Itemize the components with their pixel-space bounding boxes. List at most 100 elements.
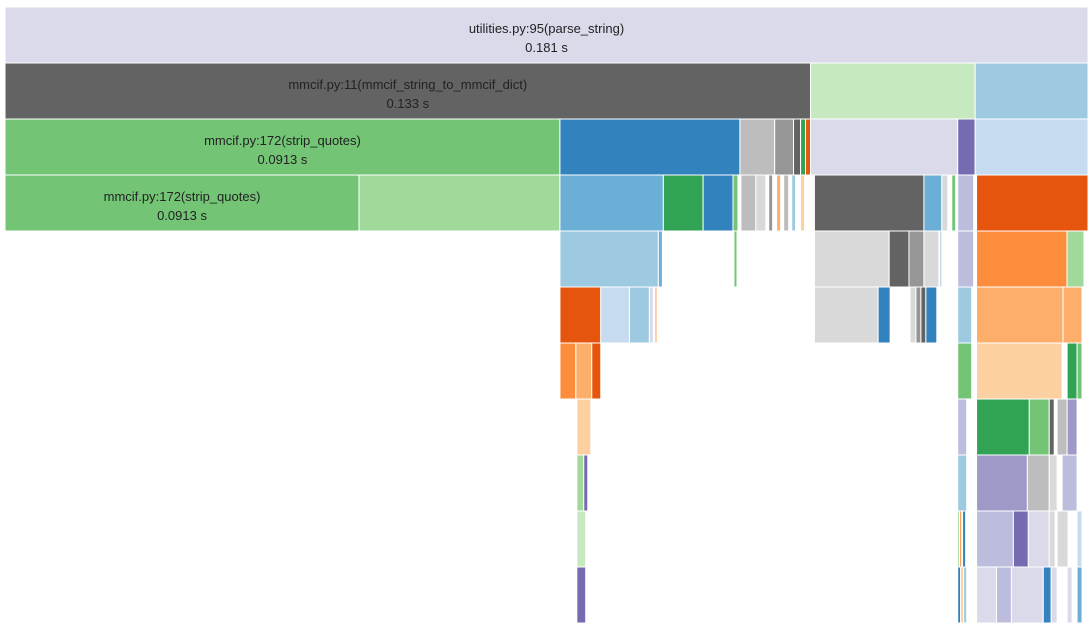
- flame-block[interactable]: [576, 566, 587, 624]
- flame-block[interactable]: [1012, 510, 1029, 568]
- flame-block-rect[interactable]: [791, 174, 797, 232]
- flame-block[interactable]: [740, 174, 757, 232]
- flame-block-labeled[interactable]: mmcif.py:172(strip_quotes) 0.0913 s: [4, 118, 561, 176]
- flame-block-rect[interactable]: [976, 454, 1028, 512]
- flame-block[interactable]: [813, 174, 925, 232]
- flame-block-rect[interactable]: [4, 174, 360, 232]
- flame-block-rect[interactable]: [768, 174, 774, 232]
- flame-block[interactable]: [974, 118, 1089, 176]
- flame-block[interactable]: [995, 566, 1012, 624]
- flame-block-rect[interactable]: [732, 174, 739, 232]
- flame-block[interactable]: [957, 342, 973, 400]
- flame-block-rect[interactable]: [559, 118, 741, 176]
- flame-block[interactable]: [909, 286, 917, 344]
- flame-block-rect[interactable]: [1027, 510, 1050, 568]
- flame-block[interactable]: [755, 174, 767, 232]
- flame-block-rect[interactable]: [1062, 286, 1083, 344]
- flame-block[interactable]: [657, 230, 663, 288]
- flame-block-rect[interactable]: [957, 118, 976, 176]
- flame-block-rect[interactable]: [957, 174, 975, 232]
- flame-block[interactable]: [805, 118, 812, 176]
- flame-block-rect[interactable]: [810, 62, 976, 120]
- flame-block-rect[interactable]: [1010, 566, 1044, 624]
- flame-block[interactable]: [1050, 566, 1058, 624]
- flame-block-rect[interactable]: [576, 454, 585, 512]
- flame-block[interactable]: [1066, 398, 1078, 456]
- flame-block-rect[interactable]: [1066, 566, 1073, 624]
- flame-block-rect[interactable]: [591, 342, 602, 400]
- flame-block[interactable]: [791, 174, 797, 232]
- flame-block-rect[interactable]: [628, 286, 650, 344]
- flame-block-rect[interactable]: [559, 286, 602, 344]
- flame-block[interactable]: [559, 230, 659, 288]
- flame-block-rect[interactable]: [1076, 510, 1083, 568]
- flame-block-rect[interactable]: [957, 286, 973, 344]
- flame-block-rect[interactable]: [4, 62, 812, 120]
- flame-block-rect[interactable]: [739, 118, 776, 176]
- flame-block[interactable]: [976, 286, 1064, 344]
- flame-block-rect[interactable]: [800, 118, 807, 176]
- flame-block-rect[interactable]: [957, 230, 975, 288]
- flame-block-rect[interactable]: [963, 566, 968, 624]
- flame-block[interactable]: [1026, 454, 1050, 512]
- flame-block-rect[interactable]: [1066, 398, 1078, 456]
- flame-block-rect[interactable]: [813, 174, 925, 232]
- flame-block[interactable]: [915, 286, 922, 344]
- flame-block[interactable]: [1010, 566, 1044, 624]
- flame-block-rect[interactable]: [1056, 510, 1069, 568]
- flame-block[interactable]: [923, 230, 940, 288]
- flame-block[interactable]: [776, 174, 782, 232]
- flame-block-rect[interactable]: [1012, 510, 1029, 568]
- flame-block[interactable]: [1061, 454, 1078, 512]
- flame-block[interactable]: [662, 174, 704, 232]
- flame-block[interactable]: [1076, 342, 1083, 400]
- flame-block-rect[interactable]: [957, 454, 968, 512]
- flame-block-rect[interactable]: [976, 342, 1063, 400]
- flame-block-rect[interactable]: [575, 342, 593, 400]
- flame-block[interactable]: [702, 174, 734, 232]
- flame-block[interactable]: [600, 286, 630, 344]
- flame-block[interactable]: [1066, 342, 1078, 400]
- flame-block[interactable]: [1056, 398, 1068, 456]
- flame-block-rect[interactable]: [995, 566, 1012, 624]
- flame-block[interactable]: [877, 286, 891, 344]
- flame-block-rect[interactable]: [1061, 454, 1078, 512]
- flame-block-rect[interactable]: [559, 342, 577, 400]
- flame-block[interactable]: [976, 342, 1063, 400]
- flame-block[interactable]: [559, 286, 602, 344]
- flame-block-rect[interactable]: [1076, 342, 1083, 400]
- flame-block-rect[interactable]: [1028, 398, 1050, 456]
- flame-block[interactable]: [583, 454, 589, 512]
- flame-block-rect[interactable]: [941, 174, 949, 232]
- flame-block[interactable]: [793, 118, 802, 176]
- flame-block[interactable]: [976, 174, 1089, 232]
- flame-block[interactable]: [959, 510, 963, 568]
- flame-block[interactable]: [768, 174, 774, 232]
- flame-block[interactable]: [783, 174, 790, 232]
- flame-block[interactable]: [1027, 510, 1050, 568]
- flame-block[interactable]: [939, 230, 943, 288]
- flame-block[interactable]: [976, 566, 997, 624]
- flame-block-rect[interactable]: [1048, 398, 1055, 456]
- flame-block[interactable]: [559, 174, 664, 232]
- flame-block-rect[interactable]: [908, 230, 925, 288]
- flame-block[interactable]: [974, 62, 1089, 120]
- flame-block-rect[interactable]: [783, 174, 790, 232]
- flame-block[interactable]: [648, 286, 654, 344]
- flame-block-rect[interactable]: [1048, 454, 1058, 512]
- flame-block[interactable]: [1028, 398, 1050, 456]
- flame-block[interactable]: [976, 454, 1028, 512]
- flame-block-rect[interactable]: [1056, 398, 1068, 456]
- flame-block[interactable]: [957, 230, 975, 288]
- flame-block-rect[interactable]: [653, 286, 658, 344]
- flame-block-rect[interactable]: [877, 286, 891, 344]
- flame-block[interactable]: [1076, 566, 1083, 624]
- flame-block[interactable]: [957, 398, 968, 456]
- flame-block[interactable]: [957, 286, 973, 344]
- flame-block[interactable]: [925, 286, 938, 344]
- flame-block[interactable]: [962, 510, 967, 568]
- flame-block-rect[interactable]: [576, 398, 592, 456]
- flame-block-rect[interactable]: [923, 230, 940, 288]
- flame-block-rect[interactable]: [1076, 566, 1083, 624]
- flame-block[interactable]: [559, 342, 577, 400]
